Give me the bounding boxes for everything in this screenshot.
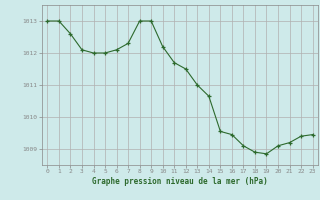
X-axis label: Graphe pression niveau de la mer (hPa): Graphe pression niveau de la mer (hPa) (92, 177, 268, 186)
